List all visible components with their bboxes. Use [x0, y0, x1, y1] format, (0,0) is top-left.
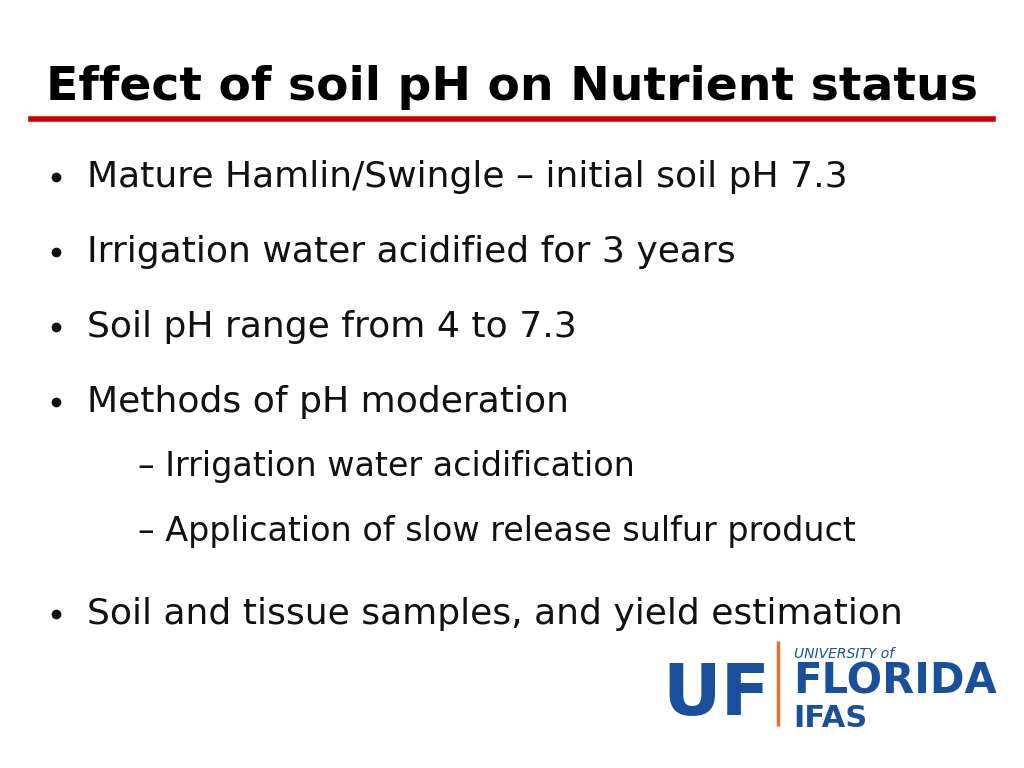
- Text: Soil and tissue samples, and yield estimation: Soil and tissue samples, and yield estim…: [87, 598, 903, 631]
- Text: FLORIDA: FLORIDA: [794, 661, 997, 703]
- Text: UF: UF: [663, 660, 771, 730]
- Text: Effect of soil pH on Nutrient status: Effect of soil pH on Nutrient status: [46, 65, 978, 111]
- Text: – Irrigation water acidification: – Irrigation water acidification: [138, 450, 635, 482]
- Text: Methods of pH moderation: Methods of pH moderation: [87, 386, 569, 419]
- Text: Irrigation water acidified for 3 years: Irrigation water acidified for 3 years: [87, 235, 735, 269]
- Text: – Application of slow release sulfur product: – Application of slow release sulfur pro…: [138, 515, 856, 548]
- Text: Soil pH range from 4 to 7.3: Soil pH range from 4 to 7.3: [87, 310, 577, 344]
- Text: IFAS: IFAS: [794, 703, 868, 733]
- Text: Mature Hamlin/Swingle – initial soil pH 7.3: Mature Hamlin/Swingle – initial soil pH …: [87, 160, 848, 194]
- Text: UNIVERSITY of: UNIVERSITY of: [794, 647, 894, 661]
